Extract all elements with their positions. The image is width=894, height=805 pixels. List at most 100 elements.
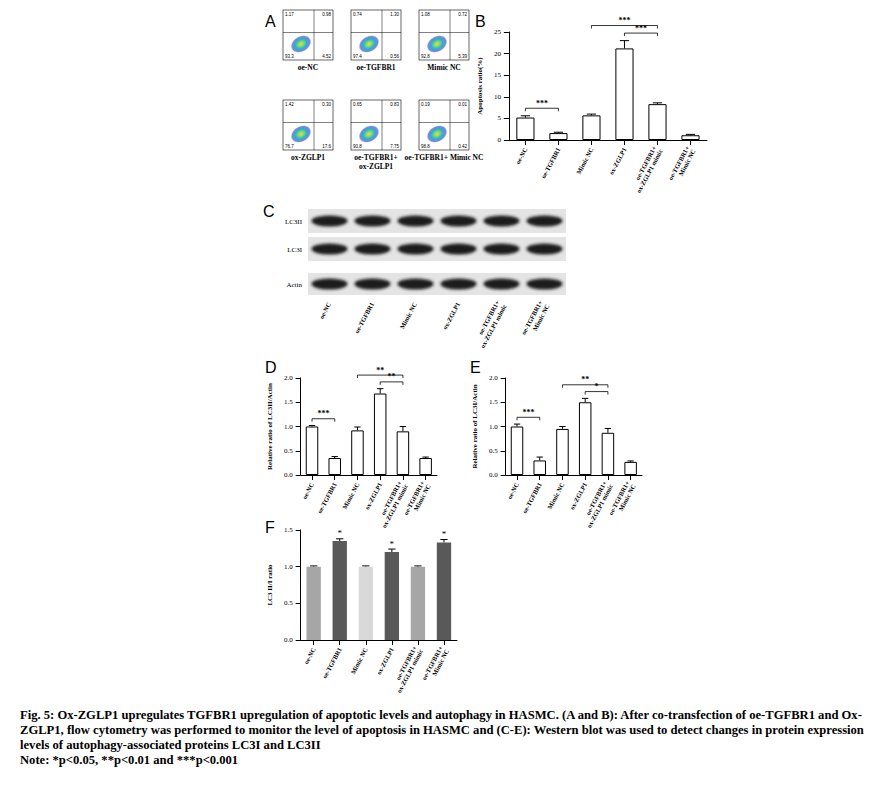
svg-text:25: 25 bbox=[494, 28, 502, 36]
svg-text:Apoptosis ratio(%): Apoptosis ratio(%) bbox=[476, 57, 484, 115]
svg-text:Relative ratio of LC3I/Actin: Relative ratio of LC3I/Actin bbox=[471, 384, 479, 468]
svg-text:0: 0 bbox=[497, 136, 501, 144]
svg-text:oe-TGFBR1+ Mimic NC: oe-TGFBR1+ Mimic NC bbox=[405, 153, 484, 162]
svg-text:1.0: 1.0 bbox=[284, 423, 293, 431]
svg-text:oe-NC: oe-NC bbox=[318, 301, 333, 320]
svg-text:***: *** bbox=[317, 409, 329, 418]
svg-text:17.6: 17.6 bbox=[322, 144, 331, 149]
svg-text:1.5: 1.5 bbox=[489, 398, 498, 406]
svg-text:0.42: 0.42 bbox=[458, 144, 467, 149]
svg-text:0.65: 0.65 bbox=[353, 102, 362, 107]
svg-text:oe-TGFBR1: oe-TGFBR1 bbox=[539, 146, 561, 179]
svg-text:0.74: 0.74 bbox=[353, 12, 362, 17]
svg-text:ox-ZGLP1: ox-ZGLP1 bbox=[363, 481, 383, 510]
svg-text:ox-ZGLP1 mimic: ox-ZGLP1 mimic bbox=[479, 303, 508, 349]
svg-text:90.8: 90.8 bbox=[353, 144, 362, 149]
svg-text:76.7: 76.7 bbox=[285, 144, 294, 149]
svg-text:Mimic NC: Mimic NC bbox=[349, 646, 369, 675]
svg-text:98.8: 98.8 bbox=[421, 144, 430, 149]
svg-text:E: E bbox=[470, 359, 481, 376]
svg-text:C: C bbox=[263, 203, 275, 220]
svg-text:92.8: 92.8 bbox=[421, 54, 430, 59]
svg-text:LC3II: LC3II bbox=[285, 218, 303, 226]
svg-text:1.0: 1.0 bbox=[489, 423, 498, 431]
svg-text:*: * bbox=[442, 529, 447, 539]
svg-text:***: *** bbox=[635, 24, 647, 33]
svg-text:0.5: 0.5 bbox=[284, 599, 293, 607]
svg-text:**: ** bbox=[581, 375, 589, 384]
svg-text:***: *** bbox=[536, 99, 548, 108]
svg-text:Mimic NC: Mimic NC bbox=[617, 483, 637, 512]
svg-text:oe-TGFBR1: oe-TGFBR1 bbox=[316, 481, 338, 514]
svg-text:**: ** bbox=[376, 366, 384, 375]
svg-text:Relative ratio of LC3II/Actin: Relative ratio of LC3II/Actin bbox=[266, 383, 274, 470]
svg-text:oe-TGFBR1: oe-TGFBR1 bbox=[321, 646, 343, 679]
svg-text:0.30: 0.30 bbox=[322, 102, 331, 107]
svg-text:***: *** bbox=[522, 408, 534, 417]
svg-text:oe-NC: oe-NC bbox=[514, 146, 529, 165]
svg-text:*: * bbox=[390, 539, 395, 549]
svg-text:5: 5 bbox=[497, 114, 501, 122]
svg-text:D: D bbox=[265, 359, 277, 376]
svg-text:1.08: 1.08 bbox=[421, 12, 430, 17]
svg-text:LC3I: LC3I bbox=[287, 246, 302, 254]
svg-text:ox-ZGLP1: ox-ZGLP1 bbox=[441, 301, 461, 330]
svg-text:1.30: 1.30 bbox=[390, 12, 399, 17]
svg-text:Actin: Actin bbox=[286, 281, 302, 289]
svg-text:Mimic NC: Mimic NC bbox=[412, 483, 432, 512]
svg-text:*: * bbox=[595, 382, 599, 391]
svg-text:LC3 II/I ratio: LC3 II/I ratio bbox=[266, 564, 274, 606]
svg-text:1.5: 1.5 bbox=[284, 398, 293, 406]
svg-text:1.17: 1.17 bbox=[285, 12, 294, 17]
svg-text:4.52: 4.52 bbox=[322, 54, 331, 59]
svg-text:***: *** bbox=[618, 16, 630, 25]
svg-text:0.5: 0.5 bbox=[489, 447, 498, 455]
svg-text:oe-NC: oe-NC bbox=[302, 646, 317, 665]
svg-text:7.75: 7.75 bbox=[390, 144, 399, 149]
svg-text:oe-TGFBR1: oe-TGFBR1 bbox=[353, 301, 375, 334]
svg-text:ox-ZGLP1: ox-ZGLP1 bbox=[375, 646, 395, 675]
svg-text:Mimic NC: Mimic NC bbox=[546, 481, 566, 510]
svg-text:ox-ZGLP1: ox-ZGLP1 bbox=[608, 146, 628, 175]
svg-text:0.72: 0.72 bbox=[458, 12, 467, 17]
svg-text:0.0: 0.0 bbox=[284, 471, 293, 479]
svg-text:0.98: 0.98 bbox=[322, 12, 331, 17]
svg-text:0.0: 0.0 bbox=[489, 471, 498, 479]
svg-text:2.0: 2.0 bbox=[489, 374, 498, 382]
svg-text:oe-TGFBR1: oe-TGFBR1 bbox=[356, 63, 395, 72]
svg-text:B: B bbox=[475, 13, 486, 30]
svg-text:0.83: 0.83 bbox=[390, 102, 399, 107]
svg-text:oe-NC: oe-NC bbox=[506, 481, 521, 500]
svg-text:Mimic NC: Mimic NC bbox=[398, 301, 418, 330]
svg-text:A: A bbox=[265, 13, 276, 30]
svg-text:10: 10 bbox=[494, 93, 502, 101]
svg-text:0.56: 0.56 bbox=[390, 54, 399, 59]
svg-text:oe-NC: oe-NC bbox=[298, 63, 318, 72]
svg-text:Mimic NC: Mimic NC bbox=[341, 481, 361, 510]
svg-text:1.0: 1.0 bbox=[284, 563, 293, 571]
svg-text:2.0: 2.0 bbox=[284, 374, 293, 382]
svg-text:ox-ZGLP1 mimic: ox-ZGLP1 mimic bbox=[395, 648, 424, 694]
svg-text:1.42: 1.42 bbox=[285, 102, 294, 107]
svg-text:Mimic NC: Mimic NC bbox=[575, 146, 595, 175]
svg-text:F: F bbox=[265, 519, 275, 536]
svg-text:Mimic NC: Mimic NC bbox=[427, 63, 461, 72]
svg-text:**: ** bbox=[388, 372, 396, 381]
svg-text:15: 15 bbox=[494, 71, 502, 79]
svg-text:0.0: 0.0 bbox=[284, 636, 293, 644]
svg-text:Mimic NC: Mimic NC bbox=[531, 303, 551, 332]
svg-text:0.19: 0.19 bbox=[421, 102, 430, 107]
svg-text:ox-ZGLP1: ox-ZGLP1 bbox=[291, 153, 325, 162]
svg-text:Mimic NC: Mimic NC bbox=[430, 648, 450, 677]
svg-text:20: 20 bbox=[494, 50, 502, 58]
svg-text:5.39: 5.39 bbox=[458, 54, 467, 59]
svg-text:ox-ZGLP1: ox-ZGLP1 bbox=[568, 481, 588, 510]
svg-text:*: * bbox=[337, 528, 342, 538]
svg-text:1.5: 1.5 bbox=[284, 526, 293, 534]
svg-text:0.5: 0.5 bbox=[284, 447, 293, 455]
svg-text:ox-ZGLP1 mimic: ox-ZGLP1 mimic bbox=[635, 148, 664, 194]
svg-text:oe-NC: oe-NC bbox=[301, 481, 316, 500]
svg-text:Mimic NC: Mimic NC bbox=[677, 148, 697, 177]
svg-text:oe-TGFBR1: oe-TGFBR1 bbox=[521, 481, 543, 514]
svg-text:93.3: 93.3 bbox=[285, 54, 294, 59]
